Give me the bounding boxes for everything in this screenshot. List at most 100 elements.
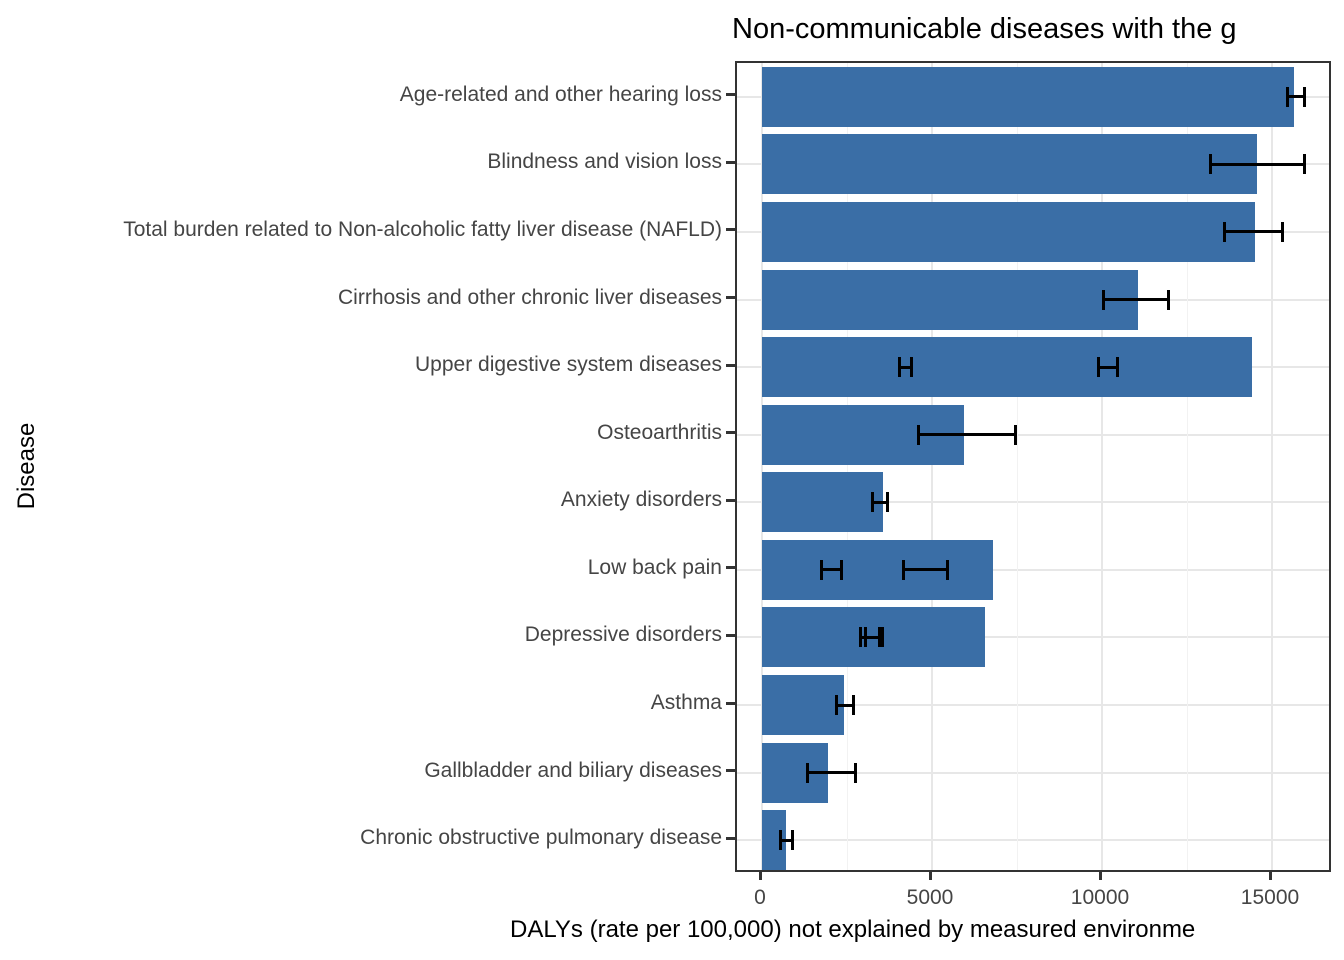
y-tick-mark	[726, 836, 735, 840]
error-bar-cap	[1115, 357, 1119, 378]
x-tick-mark	[758, 872, 762, 880]
y-tick-mark	[726, 769, 735, 773]
gridline-vertical-major	[761, 63, 763, 870]
error-bar-cap	[1209, 154, 1213, 175]
gridline-horizontal	[737, 501, 1329, 504]
gridline-horizontal	[737, 433, 1329, 436]
error-bar-line	[918, 433, 1016, 437]
error-bar-cap	[1166, 289, 1170, 310]
error-bar-cap	[864, 627, 868, 648]
category-label: Depressive disorders	[524, 623, 722, 647]
x-tick-label: 10000	[1070, 886, 1130, 909]
y-tick-mark	[726, 431, 735, 435]
error-bar-cap	[910, 357, 914, 378]
error-bar-line	[821, 568, 842, 572]
error-bar-cap	[871, 492, 874, 513]
gridline-vertical-minor	[846, 63, 848, 870]
gridline-horizontal	[737, 568, 1329, 571]
error-bar-cap	[1102, 289, 1106, 310]
error-bar-line	[1224, 230, 1283, 234]
y-tick-mark	[726, 160, 735, 164]
x-tick-label: 0	[754, 886, 766, 909]
error-bar-cap	[1280, 221, 1284, 242]
error-bar-cap	[1013, 424, 1017, 445]
gridline-vertical-major	[1101, 63, 1103, 870]
y-tick-mark	[726, 633, 735, 637]
error-bar-line	[1098, 365, 1118, 369]
gridline-vertical-minor	[1186, 63, 1188, 870]
error-bar-line	[807, 771, 856, 775]
error-bar-cap	[854, 762, 857, 783]
bar	[762, 472, 883, 533]
category-label: Total burden related to Non-alcoholic fa…	[123, 217, 722, 241]
y-tick-mark	[726, 93, 735, 97]
x-axis-title: DALYs (rate per 100,000) not explained b…	[510, 916, 1196, 943]
error-bar-line	[836, 703, 854, 707]
error-bar-cap	[1222, 221, 1226, 242]
error-bar-cap	[916, 424, 920, 445]
x-tick-label: 5000	[906, 886, 954, 909]
gridline-horizontal	[737, 839, 1329, 842]
error-bar-cap	[1302, 86, 1306, 107]
gridline-horizontal	[737, 771, 1329, 774]
error-bar-cap	[791, 830, 795, 851]
error-bar-cap	[820, 559, 823, 580]
gridline-horizontal	[737, 704, 1329, 707]
y-tick-mark	[726, 296, 735, 300]
y-tick-mark	[726, 498, 735, 502]
error-bar-cap	[835, 695, 839, 716]
category-label: Chronic obstructive pulmonary disease	[360, 826, 722, 850]
bar	[762, 201, 1255, 262]
gridline-vertical-major	[931, 63, 933, 870]
category-label: Osteoarthritis	[597, 420, 722, 444]
category-label: Blindness and vision loss	[487, 150, 722, 174]
bar	[762, 337, 1252, 398]
gridline-horizontal	[737, 636, 1329, 639]
y-tick-mark	[726, 701, 735, 705]
category-label: Anxiety disorders	[560, 488, 722, 512]
bar	[762, 810, 786, 870]
error-bar-line	[865, 635, 883, 639]
x-tick-mark	[928, 872, 932, 880]
category-label: Gallbladder and biliary diseases	[424, 758, 722, 782]
category-label: Age-related and other hearing loss	[399, 82, 722, 106]
error-bar-line	[780, 838, 793, 842]
error-bar-cap	[859, 627, 863, 648]
gridline-vertical-major	[1271, 63, 1273, 870]
error-bar-cap	[898, 357, 902, 378]
error-bar-cap	[806, 762, 810, 783]
error-bar-cap	[1285, 86, 1289, 107]
error-bar-cap	[779, 830, 783, 851]
bar	[762, 539, 994, 600]
bar	[762, 66, 1295, 127]
category-label: Cirrhosis and other chronic liver diseas…	[338, 285, 722, 309]
error-bar-cap	[886, 492, 890, 513]
error-bar-line	[872, 500, 888, 504]
x-tick-label: 15000	[1240, 886, 1300, 909]
plot-panel	[735, 61, 1331, 872]
error-bar-cap	[1302, 154, 1306, 175]
error-bar-line	[1103, 298, 1169, 302]
chart-title: Non-communicable diseases with the g	[732, 13, 1237, 45]
error-bar-line	[899, 365, 912, 369]
error-bar-line	[1210, 162, 1305, 166]
bar	[762, 269, 1138, 330]
bar	[762, 675, 844, 736]
category-label: Upper digestive system diseases	[415, 353, 722, 377]
error-bar-cap	[1097, 357, 1101, 378]
error-bar-cap	[881, 627, 885, 648]
category-label: Asthma	[650, 691, 722, 715]
category-label: Low back pain	[587, 555, 722, 579]
error-bar-line	[903, 568, 948, 572]
x-tick-mark	[1098, 872, 1102, 880]
y-tick-mark	[726, 363, 735, 367]
bar	[762, 134, 1257, 195]
gridline-vertical-minor	[1016, 63, 1018, 870]
x-tick-mark	[1268, 872, 1272, 880]
error-bar-cap	[852, 695, 856, 716]
y-tick-mark	[726, 228, 735, 232]
error-bar-cap	[840, 559, 844, 580]
error-bar-line	[1287, 95, 1305, 99]
error-bar-cap	[945, 559, 949, 580]
